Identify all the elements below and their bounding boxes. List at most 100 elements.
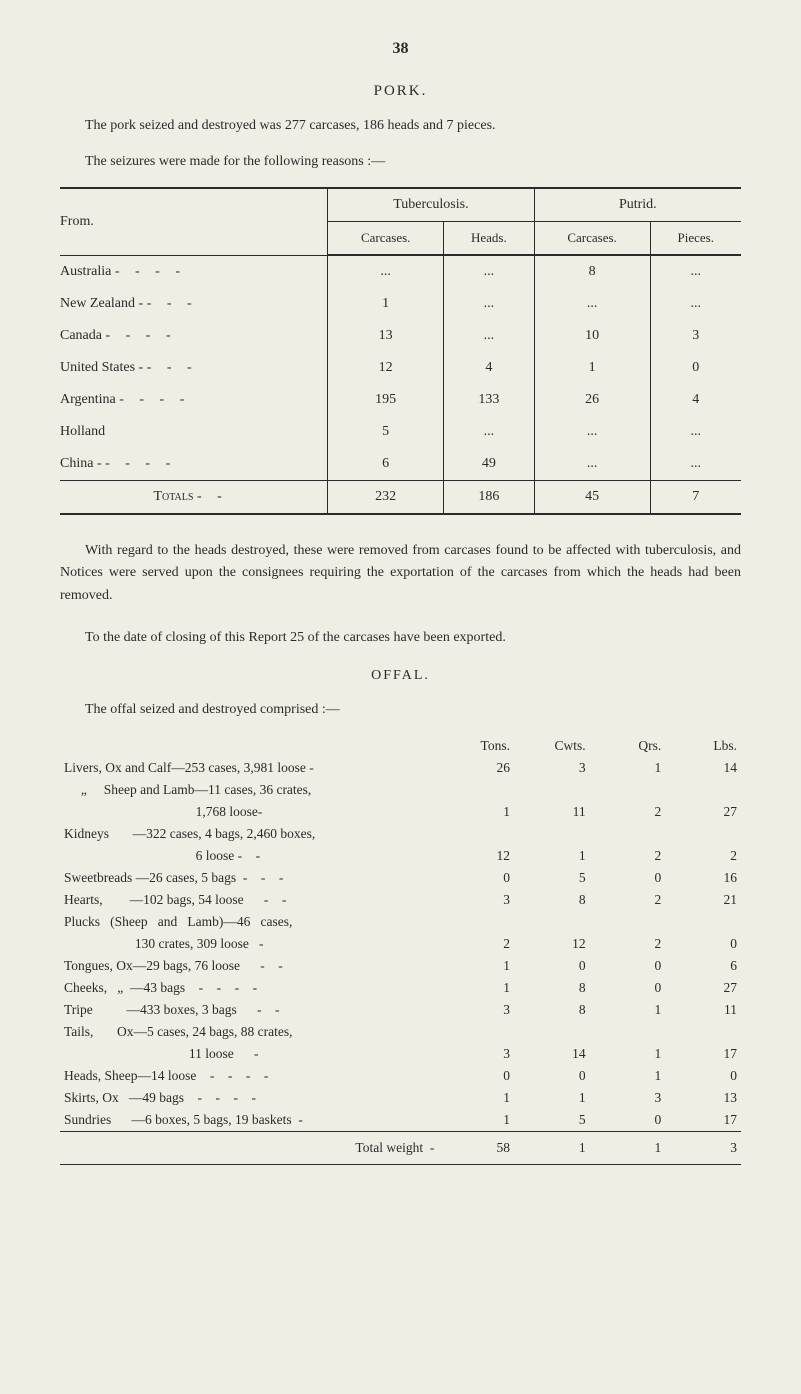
offal-t: 1 [438,801,514,823]
offal-t: 3 [438,889,514,911]
from-name: Australia [60,264,111,279]
table-row: Tripe —433 boxes, 3 bags - - 3 8 1 11 [60,999,741,1021]
offal-t: 0 [438,1065,514,1087]
p-c: 8 [534,255,650,288]
offal-l: 14 [665,757,741,779]
offal-desc: Sweetbreads —26 cases, 5 bags - - - [60,867,438,889]
table-row: China - - - - - 6 49 ... ... [60,448,741,481]
offal-q [590,823,666,845]
tb-c: 1 [328,288,444,320]
totals-tb-h: 186 [444,481,534,515]
offal-q [590,911,666,933]
tw-c: 1 [514,1132,590,1165]
table-row: New Zealand - - - - 1 ... ... ... [60,288,741,320]
tb-h: 133 [444,384,534,416]
offal-c: 0 [514,955,590,977]
offal-q: 2 [590,933,666,955]
offal-c: 11 [514,801,590,823]
offal-q: 0 [590,977,666,999]
offal-h-cwts: Cwts. [514,735,590,757]
offal-c: 12 [514,933,590,955]
table-row: 11 loose - 3 14 1 17 [60,1043,741,1065]
offal-desc: Skirts, Ox —49 bags - - - - [60,1087,438,1109]
offal-t [438,779,514,801]
offal-t [438,1021,514,1043]
table-row: Plucks (Sheep and Lamb)—46 cases, [60,911,741,933]
table-row: Holland 5 ... ... ... [60,416,741,448]
p-c: 1 [534,352,650,384]
offal-c: 8 [514,889,590,911]
p-p: ... [650,448,741,481]
table-row: Sweetbreads —26 cases, 5 bags - - - 0 5 … [60,867,741,889]
body-para-1: With regard to the heads destroyed, thes… [60,540,741,607]
p-p: ... [650,416,741,448]
offal-c [514,779,590,801]
offal-t: 2 [438,933,514,955]
offal-l: 17 [665,1043,741,1065]
table-row: Hearts, —102 bags, 54 loose - - 3 8 2 21 [60,889,741,911]
offal-desc: Tripe —433 boxes, 3 bags - - [60,999,438,1021]
totals-p-p: 7 [650,481,741,515]
tb-h: ... [444,255,534,288]
offal-c: 8 [514,977,590,999]
table-row: Australia - - - - ... ... 8 ... [60,255,741,288]
dash-fill: - - - - [105,456,176,471]
seizure-table: From. Tuberculosis. Putrid. Carcases. He… [60,187,741,515]
totals-tb-c: 232 [328,481,444,515]
dash-fill: - - - - [119,392,190,407]
offal-c: 0 [514,1065,590,1087]
offal-t: 3 [438,1043,514,1065]
table-row: 1,768 loose- 1 11 2 27 [60,801,741,823]
from-name: China - [60,456,102,471]
p-carcases-header: Carcases. [534,222,650,256]
offal-c: 14 [514,1043,590,1065]
p-p: 4 [650,384,741,416]
p-p: ... [650,288,741,320]
offal-t [438,911,514,933]
offal-c: 8 [514,999,590,1021]
dash-fill: - - - [147,360,198,375]
offal-l [665,911,741,933]
offal-c [514,911,590,933]
dash-fill: - - - [147,296,198,311]
offal-intro: The offal seized and destroyed comprised… [60,699,741,720]
offal-l: 27 [665,977,741,999]
intro-para-1: The pork seized and destroyed was 277 ca… [60,115,741,136]
offal-l: 0 [665,1065,741,1087]
offal-l [665,1021,741,1043]
from-name: Holland [60,424,105,439]
offal-desc: 1,768 loose- [60,801,438,823]
dash-fill: - - - - [115,264,186,279]
offal-desc: Heads, Sheep—14 loose - - - - [60,1065,438,1087]
offal-h-lbs: Lbs. [665,735,741,757]
from-header: From. [60,188,328,255]
offal-q: 1 [590,1043,666,1065]
tw-t: 58 [438,1132,514,1165]
offal-desc: 130 crates, 309 loose - [60,933,438,955]
p-pieces-header: Pieces. [650,222,741,256]
offal-q: 1 [590,999,666,1021]
table-row: Heads, Sheep—14 loose - - - - 0 0 1 0 [60,1065,741,1087]
offal-t: 1 [438,1087,514,1109]
offal-l: 6 [665,955,741,977]
tb-carcases-header: Carcases. [328,222,444,256]
from-name: Argentina [60,392,116,407]
offal-h-qrs: Qrs. [590,735,666,757]
table-row: Kidneys —322 cases, 4 bags, 2,460 boxes, [60,823,741,845]
tb-c: 5 [328,416,444,448]
table-row: United States - - - - 12 4 1 0 [60,352,741,384]
table-row: Cheeks, „ —43 bags - - - - 1 8 0 27 [60,977,741,999]
tb-h: ... [444,416,534,448]
offal-desc: Tongues, Ox—29 bags, 76 loose - - [60,955,438,977]
offal-l: 2 [665,845,741,867]
offal-q: 1 [590,757,666,779]
table-row: Skirts, Ox —49 bags - - - - 1 1 3 13 [60,1087,741,1109]
offal-h-tons: Tons. [438,735,514,757]
offal-c: 5 [514,867,590,889]
offal-c: 3 [514,757,590,779]
section-title-offal: OFFAL. [60,668,741,684]
tw-l: 3 [665,1132,741,1165]
table-row: „ Sheep and Lamb—11 cases, 36 crates, [60,779,741,801]
from-name: Canada [60,328,102,343]
totals-dashes: - - [197,489,228,504]
